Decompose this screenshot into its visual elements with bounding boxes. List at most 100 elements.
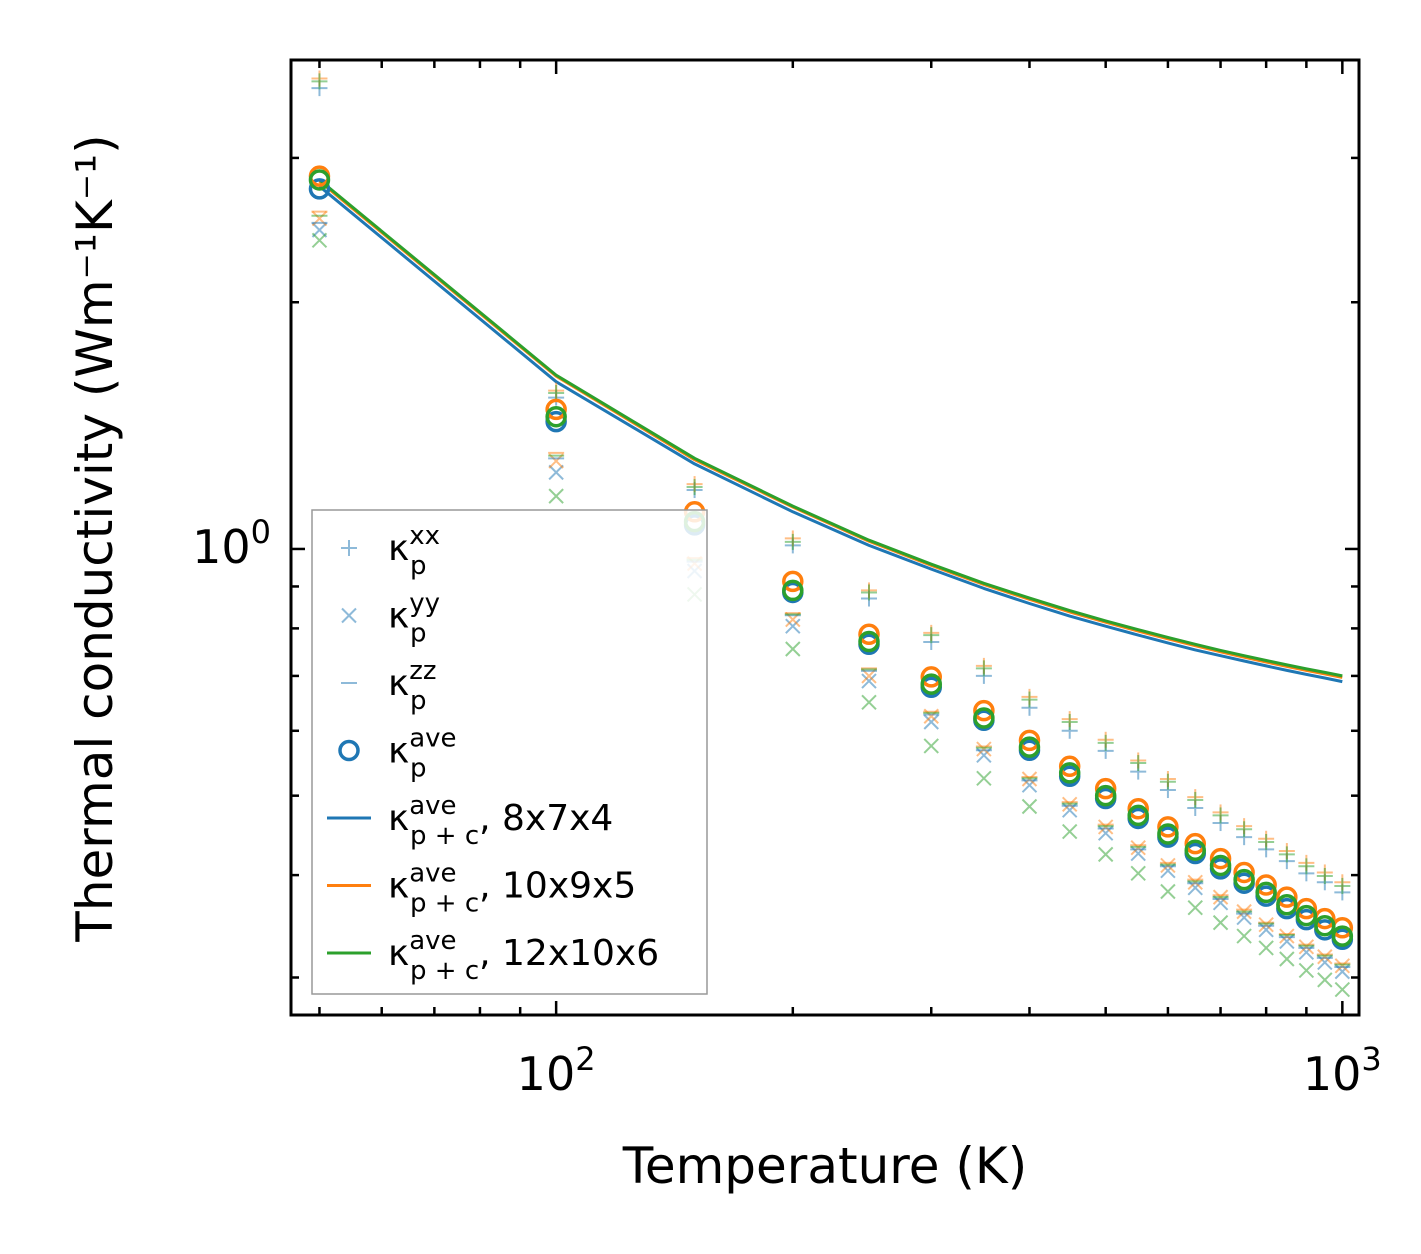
point-kp_yy_12x10x6-600 [1160,883,1176,900]
point-kp_xx_12x10x6-50 [311,73,328,90]
legend-entry-5: κave p + c, 10x9x5 [327,859,636,919]
data-marks [308,70,1354,998]
point-kp_xx_12x10x6-300 [923,627,940,644]
point-kp_ave_8x7x4-50 [308,178,331,200]
point-kp_ave_10x9x5-750 [1233,861,1255,884]
point-kp_ave_12x10x6-1000 [1331,925,1354,947]
point-kp_ave_10x9x5-100 [545,398,567,421]
legend-entry-0: κxx p [341,521,440,581]
point-kp_yy_12x10x6-650 [1187,899,1203,916]
point-kp_xx_12x10x6-250 [861,584,878,601]
legend-entry-3: κave p [338,724,457,784]
point-kp_ave_12x10x6-950 [1314,914,1336,937]
point-kp_yy_12x10x6-750 [1236,928,1252,944]
point-kp_ave_12x10x6-400 [1018,736,1041,758]
point-kp_yy_8x7x4-200 [785,618,801,634]
legend-entry-4: κave p + c, 8x7x4 [327,791,613,851]
point-kp_yy_12x10x6-850 [1279,951,1295,967]
point-kp_ave_12x10x6-700 [1209,854,1232,877]
point-kp_ave_12x10x6-650 [1184,839,1207,861]
point-kp_ave_12x10x6-750 [1233,868,1255,891]
point-kp_xx_12x10x6-200 [784,533,801,550]
point-kp_xx_12x10x6-850 [1278,846,1295,863]
point-kp_xx_12x10x6-650 [1187,791,1204,808]
point-kp_ave_12x10x6-350 [973,707,995,729]
legend-marker-0 [341,540,357,556]
point-kp_ave_10x9x5-700 [1209,847,1232,870]
point-kp_ave_12x10x6-500 [1094,784,1117,807]
point-kp_ave_10x9x5-450 [1058,755,1081,778]
point-kp_xx_12x10x6-750 [1236,821,1253,838]
legend-marker-3 [338,739,360,762]
point-kp_ave_12x10x6-300 [920,673,943,695]
legend-entry-2: κzz p [341,656,437,716]
point-kp_yy_12x10x6-550 [1130,865,1146,882]
point-kp_yy_12x10x6-250 [861,694,877,710]
point-kp_ave_10x9x5-300 [920,666,943,688]
point-kp_yy_8x7x4-100 [548,464,564,481]
point-kp_xx_12x10x6-150 [686,479,703,496]
point-kp_yy_10x9x5-1000 [1334,958,1351,974]
point-kp_yy_12x10x6-350 [976,770,992,787]
point-kp_xx_12x10x6-500 [1097,734,1114,751]
point-kp_yy_12x10x6-500 [1097,846,1114,863]
legend-label-2: κzz p [388,656,437,716]
legend-box [311,509,708,995]
point-kp_ave_12x10x6-200 [782,579,804,602]
point-kp_xx_12x10x6-800 [1258,833,1275,850]
series-kp_ave_12x10x6 [308,169,1354,947]
point-kp_ave_12x10x6-550 [1127,804,1149,827]
x-tick-label-1000: 103 [1303,1040,1382,1101]
legend-entry-1: κyy p [341,589,440,649]
point-kp_ave_12x10x6-800 [1255,881,1277,904]
point-kp_xx_12x10x6-450 [1061,713,1078,730]
series-kpc_ave_8x7x4 [318,185,1343,684]
legend-label-3: κave p [388,724,457,784]
point-kp_yy_12x10x6-300 [923,738,939,754]
point-kp_xx_12x10x6-350 [975,660,992,677]
point-kp_ave_12x10x6-250 [858,630,880,653]
point-kp_yy_8x7x4-300 [923,714,939,730]
x-tick-label-100: 102 [517,1040,596,1101]
point-kp_ave_10x9x5-550 [1127,797,1149,820]
point-kp_xx_12x10x6-700 [1212,807,1229,824]
series-kp_zz_12x10x6 [311,214,1351,966]
point-kp_xx_12x10x6-550 [1130,755,1147,772]
series-kp_yy_12x10x6 [311,232,1351,998]
point-kp_ave_10x9x5-400 [1018,729,1041,752]
point-kp_ave_10x9x5-850 [1276,886,1298,908]
legend-label-4: κave p + c, 8x7x4 [388,791,613,851]
point-kp_ave_10x9x5-200 [782,570,804,593]
legend-label-5: κave p + c, 10x9x5 [388,859,636,919]
point-kp_ave_10x9x5-350 [973,699,995,722]
point-kp_yy_10x9x5-350 [976,741,992,757]
axes: 102 103 100 [192,58,1382,1101]
point-kp_yy_8x7x4-250 [861,673,877,689]
legend-label-1: κyy p [388,589,440,649]
point-kp_xx_12x10x6-950 [1316,867,1333,884]
point-kp_yy_10x9x5-850 [1279,928,1295,944]
point-kp_ave_10x9x5-650 [1184,832,1207,855]
y-axis-label: Thermal conductivity (Wm⁻¹K⁻¹) [66,134,124,942]
series-line-kpc_ave_12x10x6 [318,178,1343,678]
point-kp_yy_12x10x6-450 [1061,823,1078,840]
point-kp_ave_10x9x5-250 [858,623,880,645]
point-kp_yy_12x10x6-400 [1021,798,1038,815]
legend-marker-1 [341,607,357,624]
point-kp_ave_12x10x6-50 [308,169,331,191]
series-kpc_ave_12x10x6 [318,178,1343,678]
point-kp_yy_10x9x5-900 [1298,939,1315,955]
point-kp_yy_12x10x6-200 [785,641,801,657]
point-kp_ave_10x9x5-500 [1094,777,1117,800]
point-kp_yy_12x10x6-800 [1258,940,1274,956]
point-kp_yy_12x10x6-950 [1317,972,1333,988]
point-kp_yy_10x9x5-950 [1317,949,1333,965]
point-kp_ave_12x10x6-450 [1058,762,1081,784]
point-kp_ave_12x10x6-850 [1276,894,1298,916]
point-kp_yy_10x9x5-800 [1258,916,1274,933]
point-kp_yy_12x10x6-50 [311,232,328,249]
point-kp_yy_12x10x6-100 [548,488,564,504]
point-kp_xx_12x10x6-1000 [1334,877,1351,894]
point-kp_ave_12x10x6-900 [1295,904,1318,927]
